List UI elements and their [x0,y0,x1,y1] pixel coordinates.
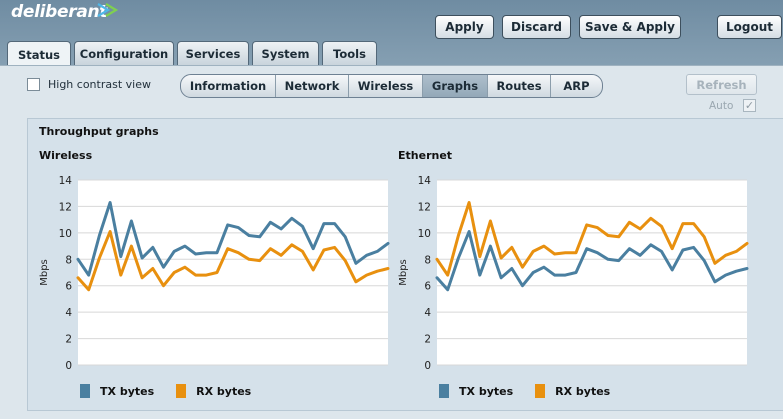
logo: deliberant [11,2,108,22]
y-tick-label: 8 [424,254,431,266]
discard-button[interactable]: Discard [502,15,571,39]
wireless-chart-title: Wireless [39,149,93,162]
y-axis-label: Mbps [39,259,50,286]
section-title: Throughput graphs [39,125,159,138]
ethernet-chart-title: Ethernet [398,149,453,162]
y-tick-label: 4 [65,307,72,319]
y-tick-label: 14 [59,175,73,187]
y-tick-label: 12 [418,201,431,213]
y-tick-label: 6 [65,281,72,293]
y-tick-label: 0 [65,360,72,372]
legend-rx-label: RX bytes [196,384,252,398]
wireless-legend: TX bytes RX bytes [80,384,251,398]
y-tick-label: 6 [424,281,431,293]
plot-background [78,180,388,365]
subtab-graphs[interactable]: Graphs [423,75,488,97]
top-bar: deliberant Apply Discard Save & Apply Lo… [0,0,783,68]
series-line-tx [76,201,390,277]
subtab-network[interactable]: Network [276,75,349,97]
tab-tools[interactable]: Tools [322,41,377,65]
series-line-rx [76,230,390,292]
tx-swatch [439,384,449,398]
high-contrast-label: High contrast view [48,78,151,91]
y-tick-label: 4 [424,307,431,319]
legend-rx-label: RX bytes [555,384,611,398]
legend-tx-label: TX bytes [100,384,155,398]
logo-arrow-icon [97,3,119,17]
subtab-routes[interactable]: Routes [488,75,551,97]
tx-swatch [80,384,90,398]
plot-background [437,180,747,365]
y-tick-label: 12 [59,201,72,213]
tab-configuration[interactable]: Configuration [74,41,174,65]
subtab-bar: Information Network Wireless Graphs Rout… [180,74,603,98]
rx-swatch [535,384,546,398]
legend-tx-label: TX bytes [459,384,514,398]
tab-status[interactable]: Status [7,41,71,68]
auto-checkbox[interactable]: ✓ [743,99,756,112]
subtab-arp[interactable]: ARP [563,79,590,93]
series-line-rx [435,201,749,277]
subtab-information[interactable]: Information [181,75,276,97]
high-contrast-checkbox[interactable] [27,78,40,91]
y-tick-label: 8 [65,254,72,266]
tab-system[interactable]: System [252,41,319,65]
y-tick-label: 2 [65,334,72,346]
ethernet-legend: TX bytes RX bytes [439,384,610,398]
apply-button[interactable]: Apply [435,15,494,39]
y-tick-label: 10 [418,228,431,240]
tab-services[interactable]: Services [177,41,249,65]
y-tick-label: 10 [59,228,72,240]
logout-button[interactable]: Logout [717,15,782,39]
y-tick-label: 14 [418,175,432,187]
series-line-tx [435,230,749,292]
y-tick-label: 0 [424,360,431,372]
auto-label: Auto [709,100,734,112]
save-apply-button[interactable]: Save & Apply [579,15,681,39]
y-tick-label: 2 [424,334,431,346]
subtab-wireless[interactable]: Wireless [349,75,423,97]
refresh-button[interactable]: Refresh [686,74,757,95]
rx-swatch [176,384,187,398]
y-axis-label: Mbps [398,259,409,286]
